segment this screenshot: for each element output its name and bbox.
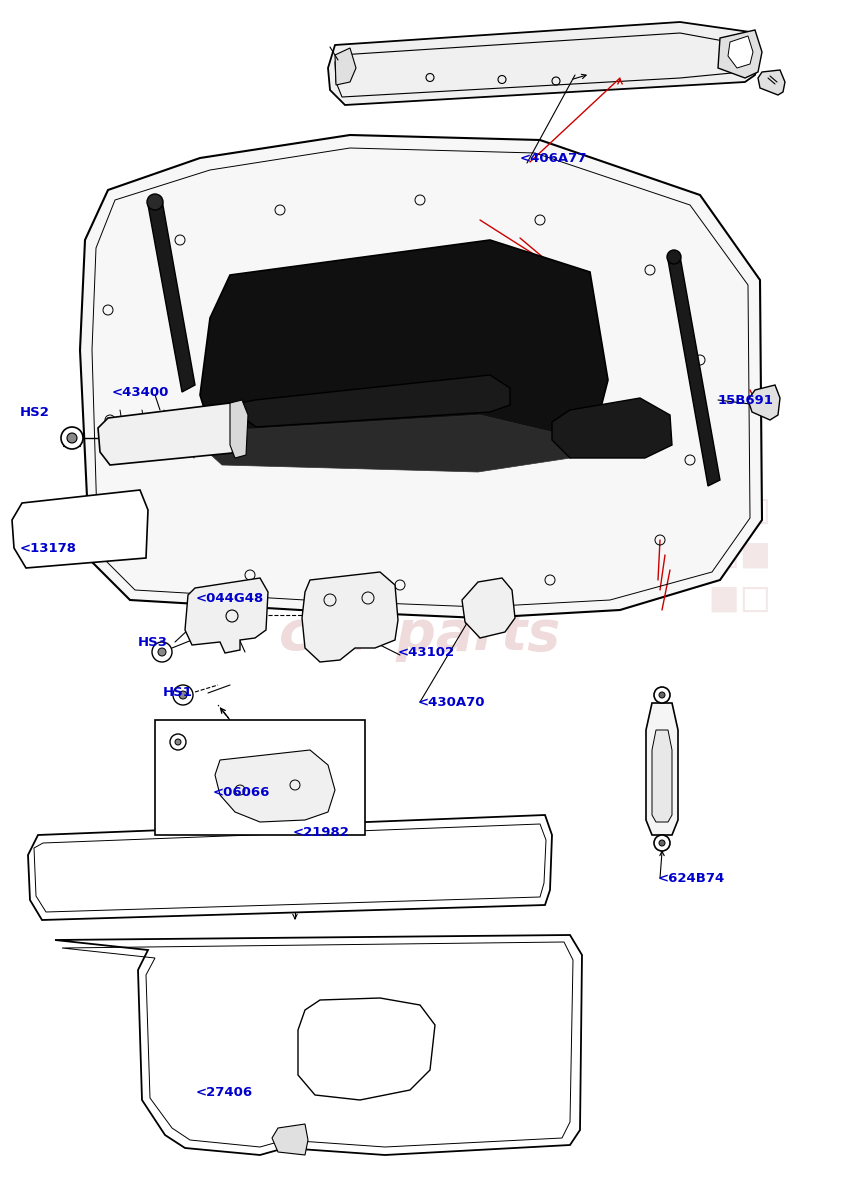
Polygon shape bbox=[668, 256, 720, 486]
Polygon shape bbox=[748, 385, 780, 420]
Polygon shape bbox=[552, 398, 672, 458]
Circle shape bbox=[659, 840, 665, 846]
Circle shape bbox=[147, 194, 163, 210]
Text: <43400: <43400 bbox=[112, 385, 169, 398]
Circle shape bbox=[179, 691, 187, 698]
Circle shape bbox=[654, 686, 670, 703]
Text: <13178: <13178 bbox=[20, 541, 77, 554]
Text: scuderia: scuderia bbox=[163, 509, 617, 601]
Text: <430A70: <430A70 bbox=[418, 696, 486, 708]
Circle shape bbox=[158, 648, 166, 656]
Circle shape bbox=[152, 642, 172, 662]
Text: <624B74: <624B74 bbox=[658, 871, 725, 884]
Polygon shape bbox=[302, 572, 398, 662]
Polygon shape bbox=[728, 36, 753, 68]
Circle shape bbox=[659, 692, 665, 698]
Text: <06066: <06066 bbox=[213, 786, 270, 798]
Text: car parts: car parts bbox=[280, 608, 560, 662]
Polygon shape bbox=[12, 490, 148, 568]
Text: HS3: HS3 bbox=[138, 636, 168, 648]
Circle shape bbox=[173, 685, 193, 704]
Text: <044G48: <044G48 bbox=[196, 592, 264, 605]
Bar bbox=[700, 554, 720, 574]
Polygon shape bbox=[328, 22, 760, 104]
Bar bbox=[722, 532, 742, 552]
Polygon shape bbox=[646, 703, 678, 835]
Text: HS1: HS1 bbox=[163, 686, 193, 700]
Text: <43102: <43102 bbox=[398, 646, 455, 659]
Polygon shape bbox=[148, 200, 195, 392]
Polygon shape bbox=[215, 750, 335, 822]
Polygon shape bbox=[240, 374, 510, 427]
Polygon shape bbox=[98, 403, 238, 464]
Polygon shape bbox=[200, 240, 608, 470]
FancyBboxPatch shape bbox=[155, 720, 365, 835]
Polygon shape bbox=[718, 30, 762, 78]
Circle shape bbox=[61, 427, 83, 449]
Text: HS2: HS2 bbox=[20, 406, 50, 419]
Polygon shape bbox=[230, 400, 248, 458]
Polygon shape bbox=[462, 578, 515, 638]
Circle shape bbox=[654, 835, 670, 851]
Polygon shape bbox=[335, 48, 356, 85]
Text: ◼◻
◻◼
◼◻: ◼◻ ◻◼ ◼◻ bbox=[708, 492, 772, 618]
Polygon shape bbox=[80, 134, 762, 618]
Circle shape bbox=[175, 739, 181, 745]
Polygon shape bbox=[758, 70, 785, 95]
Circle shape bbox=[170, 734, 186, 750]
Polygon shape bbox=[272, 1124, 308, 1154]
Circle shape bbox=[67, 433, 77, 443]
Text: <406A77: <406A77 bbox=[520, 151, 588, 164]
Polygon shape bbox=[652, 730, 672, 822]
Polygon shape bbox=[185, 578, 268, 653]
Polygon shape bbox=[28, 815, 552, 920]
Bar bbox=[700, 510, 720, 530]
Text: <27406: <27406 bbox=[196, 1086, 253, 1098]
Polygon shape bbox=[55, 935, 582, 1154]
Circle shape bbox=[667, 250, 681, 264]
Polygon shape bbox=[200, 415, 590, 472]
Text: 15B691: 15B691 bbox=[718, 394, 774, 407]
Text: <21982: <21982 bbox=[293, 826, 350, 839]
